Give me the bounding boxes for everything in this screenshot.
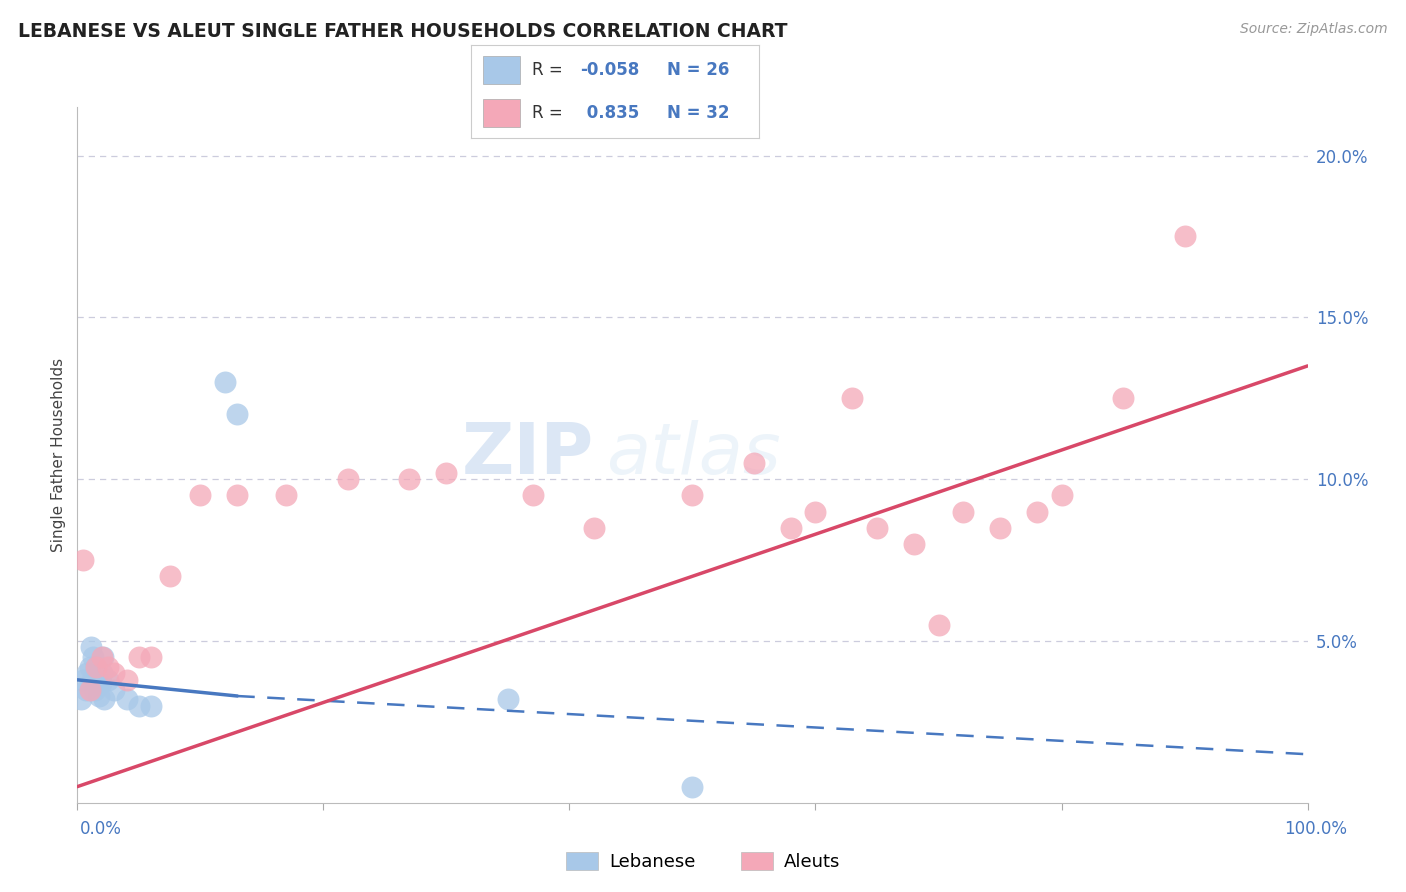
- Point: [103, 682, 125, 697]
- Point: [80, 640, 103, 655]
- Point: [76, 666, 98, 681]
- Point: [866, 521, 889, 535]
- Point: [903, 537, 925, 551]
- Point: [97, 673, 120, 687]
- Point: [276, 488, 298, 502]
- Text: -0.058: -0.058: [581, 61, 640, 78]
- Point: [70, 692, 93, 706]
- Point: [79, 682, 101, 697]
- Point: [226, 488, 249, 502]
- Point: [86, 670, 108, 684]
- Point: [496, 692, 519, 706]
- Point: [91, 650, 114, 665]
- Text: atlas: atlas: [606, 420, 780, 490]
- Point: [214, 375, 236, 389]
- Text: 0.0%: 0.0%: [80, 820, 122, 838]
- Point: [141, 698, 163, 713]
- Text: LEBANESE VS ALEUT SINGLE FATHER HOUSEHOLDS CORRELATION CHART: LEBANESE VS ALEUT SINGLE FATHER HOUSEHOL…: [18, 22, 787, 41]
- FancyBboxPatch shape: [482, 99, 520, 127]
- Point: [1050, 488, 1073, 502]
- Point: [83, 682, 105, 697]
- Point: [93, 692, 115, 706]
- Point: [682, 780, 704, 794]
- Point: [226, 408, 249, 422]
- Text: Source: ZipAtlas.com: Source: ZipAtlas.com: [1240, 22, 1388, 37]
- Text: N = 32: N = 32: [666, 104, 730, 122]
- Point: [103, 666, 125, 681]
- Point: [128, 698, 150, 713]
- Point: [75, 682, 97, 697]
- Point: [72, 673, 94, 687]
- Point: [128, 650, 150, 665]
- Point: [115, 673, 138, 687]
- Point: [90, 666, 114, 681]
- Point: [804, 504, 827, 518]
- Text: N = 26: N = 26: [666, 61, 730, 78]
- Point: [72, 553, 94, 567]
- Point: [82, 650, 104, 665]
- Y-axis label: Single Father Households: Single Father Households: [51, 358, 66, 552]
- Point: [1026, 504, 1049, 518]
- Point: [84, 660, 107, 674]
- Point: [952, 504, 974, 518]
- Point: [89, 689, 111, 703]
- Point: [90, 676, 112, 690]
- Point: [141, 650, 163, 665]
- Point: [522, 488, 544, 502]
- Point: [90, 650, 114, 665]
- FancyBboxPatch shape: [482, 56, 520, 84]
- Point: [82, 673, 104, 687]
- Point: [780, 521, 803, 535]
- Point: [159, 569, 181, 583]
- Point: [115, 692, 138, 706]
- Text: ZIP: ZIP: [461, 420, 595, 490]
- Text: R =: R =: [531, 61, 562, 78]
- Point: [79, 660, 101, 674]
- Point: [337, 472, 360, 486]
- Text: R =: R =: [531, 104, 562, 122]
- Point: [1112, 392, 1135, 406]
- Point: [583, 521, 606, 535]
- Point: [682, 488, 704, 502]
- Point: [84, 660, 107, 674]
- Point: [928, 617, 950, 632]
- Text: 100.0%: 100.0%: [1284, 820, 1347, 838]
- Legend: Lebanese, Aleuts: Lebanese, Aleuts: [558, 845, 848, 879]
- Point: [742, 456, 765, 470]
- Point: [87, 679, 110, 693]
- Point: [841, 392, 863, 406]
- Text: 0.835: 0.835: [581, 104, 638, 122]
- Point: [97, 660, 120, 674]
- Point: [988, 521, 1011, 535]
- Point: [1174, 229, 1197, 244]
- Point: [398, 472, 420, 486]
- Point: [188, 488, 212, 502]
- Point: [436, 466, 458, 480]
